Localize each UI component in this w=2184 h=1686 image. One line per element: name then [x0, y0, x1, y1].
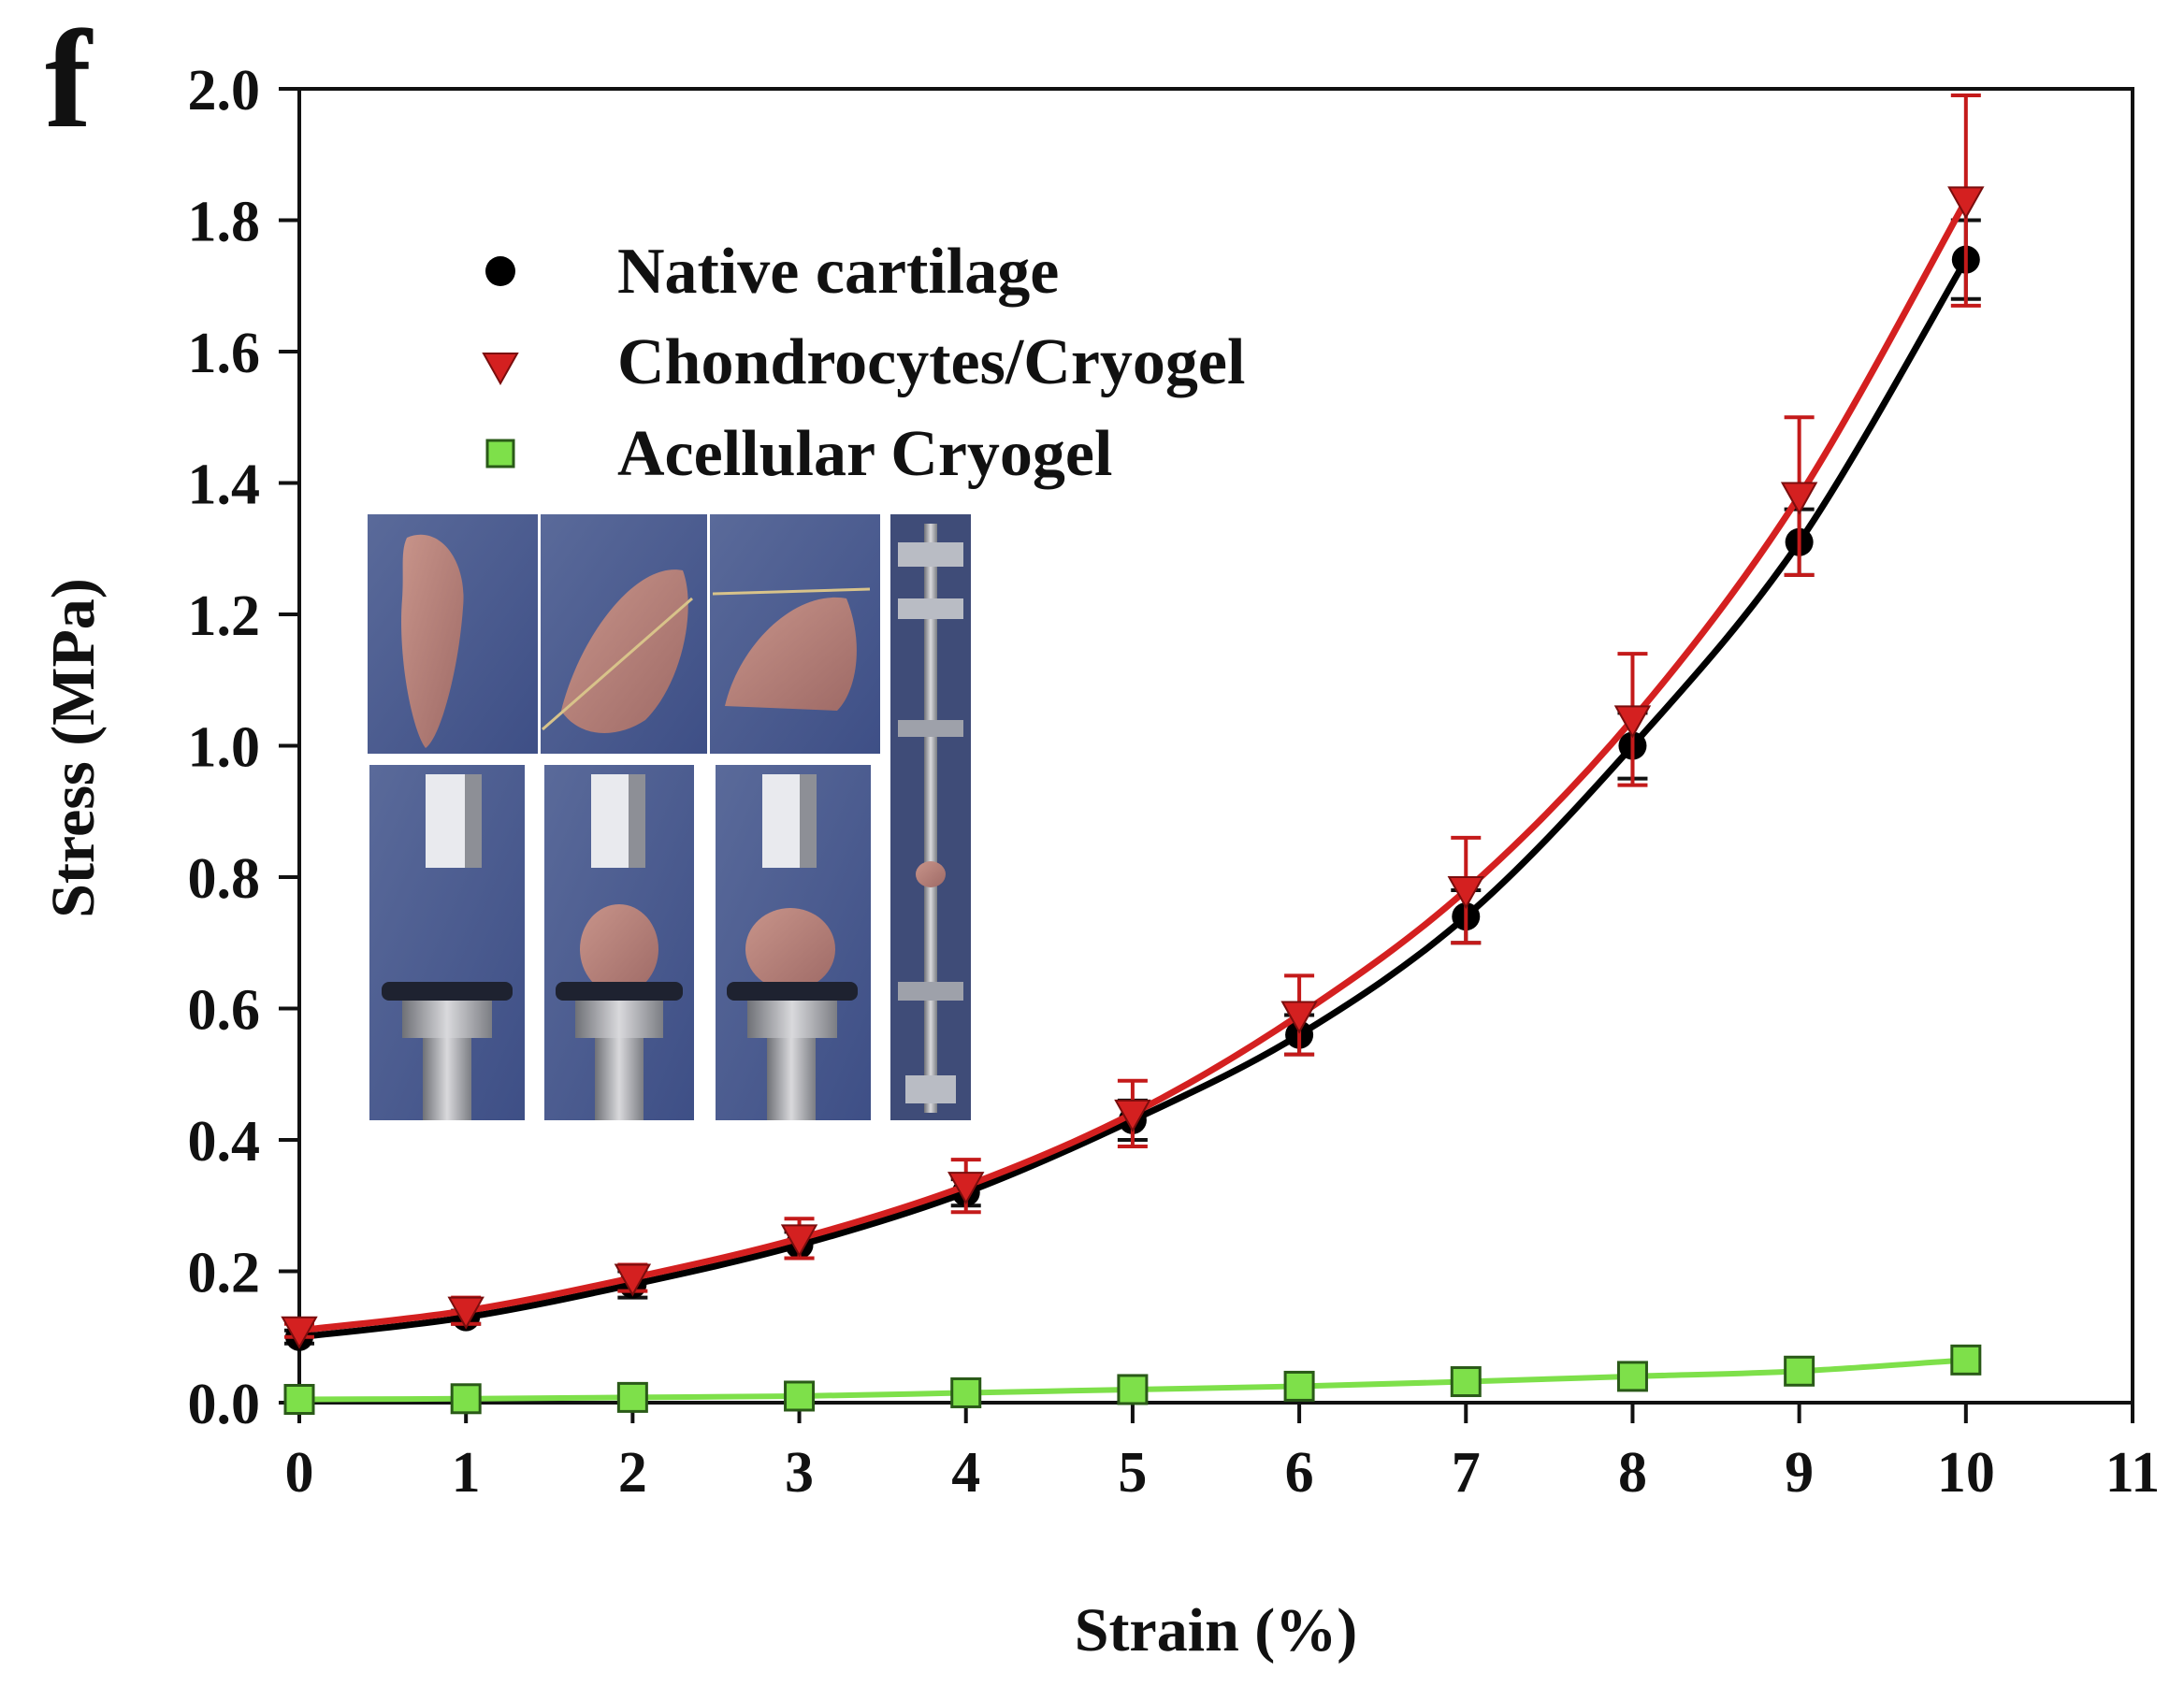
series-acellular-cryogel: [283, 1344, 1982, 1415]
x-tick-label: 4: [951, 1441, 980, 1505]
data-point: [614, 1263, 652, 1297]
x-tick-label: 11: [2105, 1441, 2161, 1505]
series-chondrocytes-cryogel: [281, 94, 1985, 1349]
series-line-native-cartilage: [298, 257, 1969, 1341]
data-point: [1780, 482, 1818, 515]
y-tick-label: 1.8: [188, 191, 261, 254]
x-axis: 0 1 2 3 4 5 6 7 8 9 10 11: [285, 1403, 2161, 1505]
data-point: [1616, 1361, 1648, 1392]
panel-label: f: [45, 2, 94, 157]
y-tick-label: 1.4: [188, 454, 261, 517]
legend-marker-chondrocytes-cryogel: [482, 353, 519, 386]
y-tick-label: 0.8: [188, 847, 261, 911]
data-point: [450, 1383, 482, 1415]
x-tick-label: 6: [1285, 1441, 1314, 1505]
data-point: [950, 1376, 982, 1408]
y-tick-label: 1.6: [188, 322, 261, 385]
data-point: [281, 1316, 318, 1349]
data-point: [1280, 1001, 1318, 1034]
legend-label-acellular-cryogel: Acellular Cryogel: [617, 418, 1112, 490]
y-tick-label: 1.0: [188, 716, 261, 780]
data-point: [1784, 1355, 1815, 1387]
data-point: [1447, 876, 1484, 910]
y-tick-label: 0.4: [188, 1110, 261, 1174]
x-tick-label: 1: [452, 1441, 481, 1505]
y-axis-title: Stress (MPa): [39, 578, 108, 918]
data-point: [1613, 705, 1652, 739]
data-point: [283, 1383, 315, 1415]
x-tick-label: 10: [1937, 1441, 1995, 1505]
data-point: [1947, 186, 1985, 220]
x-axis-title: Strain (%): [1075, 1596, 1357, 1664]
legend: Native cartilage Chondrocytes/Cryogel Ac…: [482, 236, 1245, 490]
x-tick-label: 8: [1618, 1441, 1647, 1505]
data-point: [780, 1224, 818, 1258]
data-point: [1117, 1374, 1149, 1405]
data-point: [1950, 1344, 1982, 1376]
legend-marker-native-cartilage: [485, 256, 515, 286]
data-point: [447, 1296, 485, 1330]
series-line-chondrocytes-cryogel: [298, 198, 1969, 1334]
x-tick-label: 2: [618, 1441, 647, 1505]
cartilage-compression-test-photo-icon: [365, 512, 973, 1126]
data-point: [947, 1172, 985, 1205]
x-tick-label: 7: [1452, 1441, 1481, 1505]
x-tick-label: 0: [285, 1441, 314, 1505]
data-point: [1114, 1099, 1151, 1132]
y-tick-label: 2.0: [188, 59, 261, 122]
legend-label-native-cartilage: Native cartilage: [617, 236, 1059, 308]
y-tick-label: 0.6: [188, 979, 261, 1043]
series-layer: [281, 94, 1985, 1415]
legend-marker-acellular-cryogel: [485, 439, 515, 468]
data-point: [616, 1381, 648, 1413]
data-point: [784, 1380, 816, 1412]
data-point: [1283, 1370, 1315, 1402]
legend-label-chondrocytes-cryogel: Chondrocytes/Cryogel: [617, 326, 1245, 398]
x-tick-label: 3: [785, 1441, 814, 1505]
x-tick-label: 5: [1118, 1441, 1147, 1505]
y-axis: 0.0 0.2 0.4 0.6 0.8 1.0 1.2 1.4 1.6 1.8 2.0: [188, 59, 299, 1436]
x-tick-label: 9: [1785, 1441, 1814, 1505]
y-tick-label: 0.2: [188, 1242, 261, 1305]
data-point: [1450, 1366, 1482, 1398]
y-tick-label: 0.0: [188, 1373, 261, 1436]
y-tick-label: 1.2: [188, 584, 261, 648]
